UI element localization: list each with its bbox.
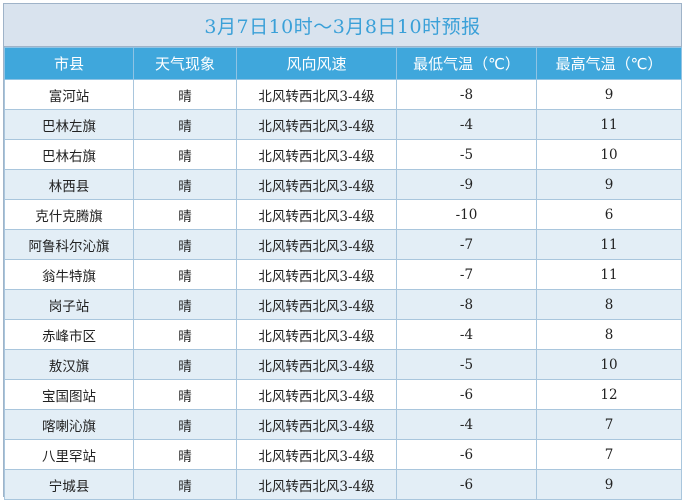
table-row: 阿鲁科尔沁旗晴北风转西北风3-4级 -7 11: [4, 229, 682, 260]
cell-high-temp: 8: [536, 319, 682, 350]
cell-high-temp: 11: [536, 259, 682, 290]
cell-high-temp: 8: [536, 289, 682, 320]
table-row: 克什克腾旗晴北风转西北风3-4级 -10 6: [4, 199, 682, 230]
cell-station: 敖汉旗: [4, 349, 134, 380]
cell-station: 富河站: [4, 79, 134, 110]
cell-high-temp: 9: [536, 469, 682, 500]
table-row: 宝国图站晴北风转西北风3-4级 -6 12: [4, 379, 682, 410]
cell-wind: 北风转西北风3-4级: [236, 409, 397, 440]
cell-low-temp: -6: [396, 439, 537, 470]
column-header-low-temp: 最低气温（℃）: [396, 47, 537, 80]
cell-weather: 晴: [133, 79, 237, 110]
cell-high-temp: 9: [536, 79, 682, 110]
cell-low-temp: -4: [396, 409, 537, 440]
cell-wind: 北风转西北风3-4级: [236, 469, 397, 500]
column-header-high-temp: 最高气温（℃）: [536, 47, 682, 80]
table-row: 富河站晴北风转西北风3-4级 -8 9: [4, 79, 682, 110]
table-row: 赤峰市区晴北风转西北风3-4级 -4 8: [4, 319, 682, 350]
cell-wind: 北风转西北风3-4级: [236, 259, 397, 290]
cell-low-temp: -4: [396, 109, 537, 140]
forecast-title: 3月7日10时～3月8日10时预报: [204, 15, 481, 38]
cell-weather: 晴: [133, 319, 237, 350]
cell-station: 八里罕站: [4, 439, 134, 470]
cell-wind: 北风转西北风3-4级: [236, 439, 397, 470]
cell-low-temp: -4: [396, 319, 537, 350]
cell-high-temp: 9: [536, 169, 682, 200]
cell-high-temp: 12: [536, 379, 682, 410]
cell-wind: 北风转西北风3-4级: [236, 349, 397, 380]
cell-low-temp: -6: [396, 379, 537, 410]
cell-weather: 晴: [133, 109, 237, 140]
cell-high-temp: 7: [536, 439, 682, 470]
cell-high-temp: 10: [536, 139, 682, 170]
cell-weather: 晴: [133, 199, 237, 230]
table-row: 八里罕站晴北风转西北风3-4级 -6 7: [4, 439, 682, 470]
cell-wind: 北风转西北风3-4级: [236, 289, 397, 320]
cell-station: 喀喇沁旗: [4, 409, 134, 440]
forecast-table-frame: 3月7日10时～3月8日10时预报 市县 天气现象 风向风速 最低气温（℃） 最…: [3, 3, 682, 500]
table-row: 喀喇沁旗晴北风转西北风3-4级 -4 7: [4, 409, 682, 440]
cell-station: 翁牛特旗: [4, 259, 134, 290]
cell-station: 克什克腾旗: [4, 199, 134, 230]
column-header-station: 市县: [4, 47, 134, 80]
cell-low-temp: -5: [396, 349, 537, 380]
cell-station: 赤峰市区: [4, 319, 134, 350]
table-row: 岗子站晴北风转西北风3-4级 -8 8: [4, 289, 682, 320]
cell-station: 宝国图站: [4, 379, 134, 410]
cell-station: 林西县: [4, 169, 134, 200]
cell-weather: 晴: [133, 409, 237, 440]
cell-wind: 北风转西北风3-4级: [236, 79, 397, 110]
cell-weather: 晴: [133, 439, 237, 470]
cell-weather: 晴: [133, 349, 237, 380]
cell-high-temp: 11: [536, 229, 682, 260]
table-body: 富河站晴北风转西北风3-4级 -8 9 巴林左旗晴北风转西北风3-4级 -4 11 巴林右旗…: [4, 79, 682, 500]
cell-weather: 晴: [133, 289, 237, 320]
cell-high-temp: 6: [536, 199, 682, 230]
cell-station: 巴林左旗: [4, 109, 134, 140]
cell-low-temp: -8: [396, 79, 537, 110]
table-row: 巴林左旗晴北风转西北风3-4级 -4 11: [4, 109, 682, 140]
column-header-weather: 天气现象: [133, 47, 237, 80]
cell-station: 岗子站: [4, 289, 134, 320]
cell-wind: 北风转西北风3-4级: [236, 379, 397, 410]
cell-weather: 晴: [133, 139, 237, 170]
cell-high-temp: 7: [536, 409, 682, 440]
cell-wind: 北风转西北风3-4级: [236, 169, 397, 200]
cell-weather: 晴: [133, 259, 237, 290]
cell-weather: 晴: [133, 379, 237, 410]
cell-low-temp: -8: [396, 289, 537, 320]
table-row: 宁城县晴北风转西北风3-4级 -6 9: [4, 469, 682, 500]
forecast-table: 市县 天气现象 风向风速 最低气温（℃） 最高气温（℃） 富河站晴北风转西北风3…: [4, 47, 682, 500]
cell-wind: 北风转西北风3-4级: [236, 229, 397, 260]
cell-station: 巴林右旗: [4, 139, 134, 170]
cell-low-temp: -5: [396, 139, 537, 170]
table-row: 巴林右旗晴北风转西北风3-4级 -5 10: [4, 139, 682, 170]
cell-wind: 北风转西北风3-4级: [236, 139, 397, 170]
forecast-title-bar: 3月7日10时～3月8日10时预报: [4, 4, 681, 47]
cell-low-temp: -6: [396, 469, 537, 500]
cell-station: 宁城县: [4, 469, 134, 500]
cell-low-temp: -7: [396, 259, 537, 290]
cell-low-temp: -10: [396, 199, 537, 230]
table-row: 林西县晴北风转西北风3-4级 -9 9: [4, 169, 682, 200]
cell-weather: 晴: [133, 469, 237, 500]
table-header-row: 市县 天气现象 风向风速 最低气温（℃） 最高气温（℃）: [4, 47, 682, 80]
cell-weather: 晴: [133, 229, 237, 260]
cell-low-temp: -9: [396, 169, 537, 200]
table-row: 敖汉旗晴北风转西北风3-4级 -5 10: [4, 349, 682, 380]
cell-high-temp: 10: [536, 349, 682, 380]
cell-wind: 北风转西北风3-4级: [236, 319, 397, 350]
cell-high-temp: 11: [536, 109, 682, 140]
cell-low-temp: -7: [396, 229, 537, 260]
table-row: 翁牛特旗晴北风转西北风3-4级 -7 11: [4, 259, 682, 290]
cell-weather: 晴: [133, 169, 237, 200]
cell-wind: 北风转西北风3-4级: [236, 109, 397, 140]
cell-wind: 北风转西北风3-4级: [236, 199, 397, 230]
column-header-wind: 风向风速: [236, 47, 397, 80]
cell-station: 阿鲁科尔沁旗: [4, 229, 134, 260]
